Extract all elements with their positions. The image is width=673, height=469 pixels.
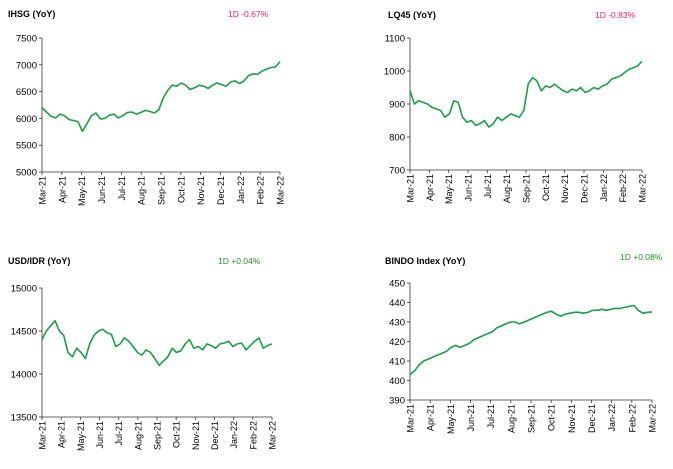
- y-tick-label: 6500: [16, 87, 37, 98]
- chart-title: USD/IDR (YoY): [8, 256, 70, 266]
- x-tick-label: Oct-21: [541, 174, 551, 201]
- y-tick-label: 1100: [385, 34, 405, 45]
- x-tick-label: Nov-21: [191, 421, 201, 450]
- x-tick-label: May-21: [446, 404, 456, 434]
- y-tick-label: 420: [389, 337, 405, 348]
- x-tick-label: Mar-22: [648, 404, 658, 433]
- x-tick-label: Mar-21: [406, 404, 416, 433]
- chart-title: BINDO Index (YoY): [385, 256, 465, 266]
- y-tick-label: 400: [389, 376, 405, 387]
- x-tick-label: Feb-22: [256, 176, 266, 205]
- x-tick-label: May-21: [444, 174, 454, 204]
- series-line: [409, 60, 643, 128]
- x-tick-label: Jan-22: [607, 404, 617, 432]
- y-tick-label: 900: [389, 100, 405, 111]
- y-tick-label: 7000: [16, 60, 37, 71]
- x-tick-label: Dec-21: [216, 176, 226, 205]
- x-tick-label: Mar-22: [638, 174, 648, 203]
- x-tick-label: Oct-21: [547, 404, 557, 431]
- chart-title: LQ45 (YoY): [388, 10, 436, 20]
- chart-title: IHSG (YoY): [8, 9, 55, 19]
- x-tick-label: Feb-22: [618, 174, 628, 203]
- x-tick-label: Apr-21: [57, 421, 67, 448]
- x-tick-label: Dec-21: [587, 404, 597, 433]
- x-tick-label: Sep-21: [522, 174, 532, 203]
- x-tick-label: Nov-21: [196, 176, 206, 205]
- daily-change-label: 1D -0.83%: [595, 10, 636, 20]
- x-tick-label: Sep-21: [153, 421, 163, 450]
- x-tick-label: Sep-21: [157, 176, 167, 205]
- y-tick-label: 15000: [11, 284, 37, 295]
- x-tick-label: Apr-21: [425, 174, 435, 201]
- y-tick-label: 14000: [11, 370, 37, 381]
- x-tick-label: Mar-21: [38, 421, 48, 450]
- x-tick-label: Jul-21: [486, 404, 496, 429]
- daily-change-label: 1D -0.67%: [228, 9, 269, 19]
- y-tick-label: 390: [389, 396, 405, 407]
- x-tick-label: Dec-21: [580, 174, 590, 203]
- y-tick-label: 14500: [11, 327, 37, 338]
- x-tick-label: Jun-21: [464, 174, 474, 202]
- y-tick-label: 7500: [16, 34, 37, 45]
- y-tick-label: 410: [389, 357, 405, 368]
- chart-panel-3: USD/IDR (YoY) 1D +0.04% 13500 14000 14500 150…: [8, 256, 278, 451]
- x-tick-label: Mar-21: [38, 176, 48, 205]
- x-tick-label: Jun-21: [95, 421, 105, 449]
- x-tick-label: May-21: [76, 421, 86, 451]
- y-tick-label: 450: [389, 279, 405, 290]
- x-tick-label: Feb-22: [627, 404, 637, 433]
- x-tick-label: Jun-21: [466, 404, 476, 432]
- x-tick-label: Jul-21: [117, 176, 127, 201]
- series-line: [409, 304, 653, 376]
- x-tick-label: Nov-21: [567, 404, 577, 433]
- x-tick-label: Feb-22: [248, 421, 258, 450]
- x-tick-label: Oct-21: [172, 421, 182, 448]
- chart-panel-4: BINDO Index (YoY) 1D +0.08% 390 400 410 420 43…: [385, 252, 663, 434]
- x-tick-label: Jul-21: [114, 421, 124, 446]
- x-tick-label: Apr-21: [57, 176, 67, 203]
- x-tick-label: Jun-21: [97, 176, 107, 204]
- y-tick-label: 1000: [384, 67, 405, 78]
- chart-panel-2: LQ45 (YoY) 1D -0.83% 700 800 900 1000 1100 Mar-…: [384, 10, 648, 204]
- series-line: [41, 319, 273, 367]
- series-line: [41, 61, 281, 133]
- x-tick-label: Mar-22: [268, 421, 278, 450]
- x-tick-label: Nov-21: [560, 174, 570, 203]
- x-tick-label: Aug-21: [506, 404, 516, 433]
- x-tick-label: Apr-21: [426, 404, 436, 431]
- x-tick-label: Mar-21: [406, 174, 416, 203]
- x-tick-label: May-21: [77, 176, 87, 206]
- x-tick-label: Mar-22: [276, 176, 286, 205]
- x-tick-label: Jan-22: [236, 176, 246, 204]
- x-tick-label: Jan-22: [229, 421, 239, 449]
- y-tick-label: 700: [389, 166, 405, 177]
- chart-panel-1: IHSG (YoY) 1D -0.67% 5000 5500 6000 6500 7000 7…: [8, 9, 286, 206]
- x-tick-label: Jan-22: [599, 174, 609, 202]
- x-tick-label: Sep-21: [527, 404, 537, 433]
- x-tick-label: Aug-21: [137, 176, 147, 205]
- y-tick-label: 430: [389, 318, 405, 329]
- y-tick-label: 800: [389, 133, 405, 144]
- x-tick-label: Oct-21: [176, 176, 186, 203]
- daily-change-label: 1D +0.04%: [218, 256, 261, 266]
- x-tick-label: Aug-21: [133, 421, 143, 450]
- x-tick-label: Jul-21: [483, 174, 493, 199]
- y-tick-label: 13500: [11, 413, 37, 424]
- y-tick-label: 5000: [16, 168, 37, 179]
- daily-change-label: 1D +0.08%: [620, 252, 663, 262]
- x-tick-label: Dec-21: [210, 421, 220, 450]
- y-tick-label: 6000: [16, 114, 37, 125]
- x-tick-label: Aug-21: [502, 174, 512, 203]
- y-tick-label: 440: [389, 298, 405, 309]
- y-tick-label: 5500: [16, 141, 37, 152]
